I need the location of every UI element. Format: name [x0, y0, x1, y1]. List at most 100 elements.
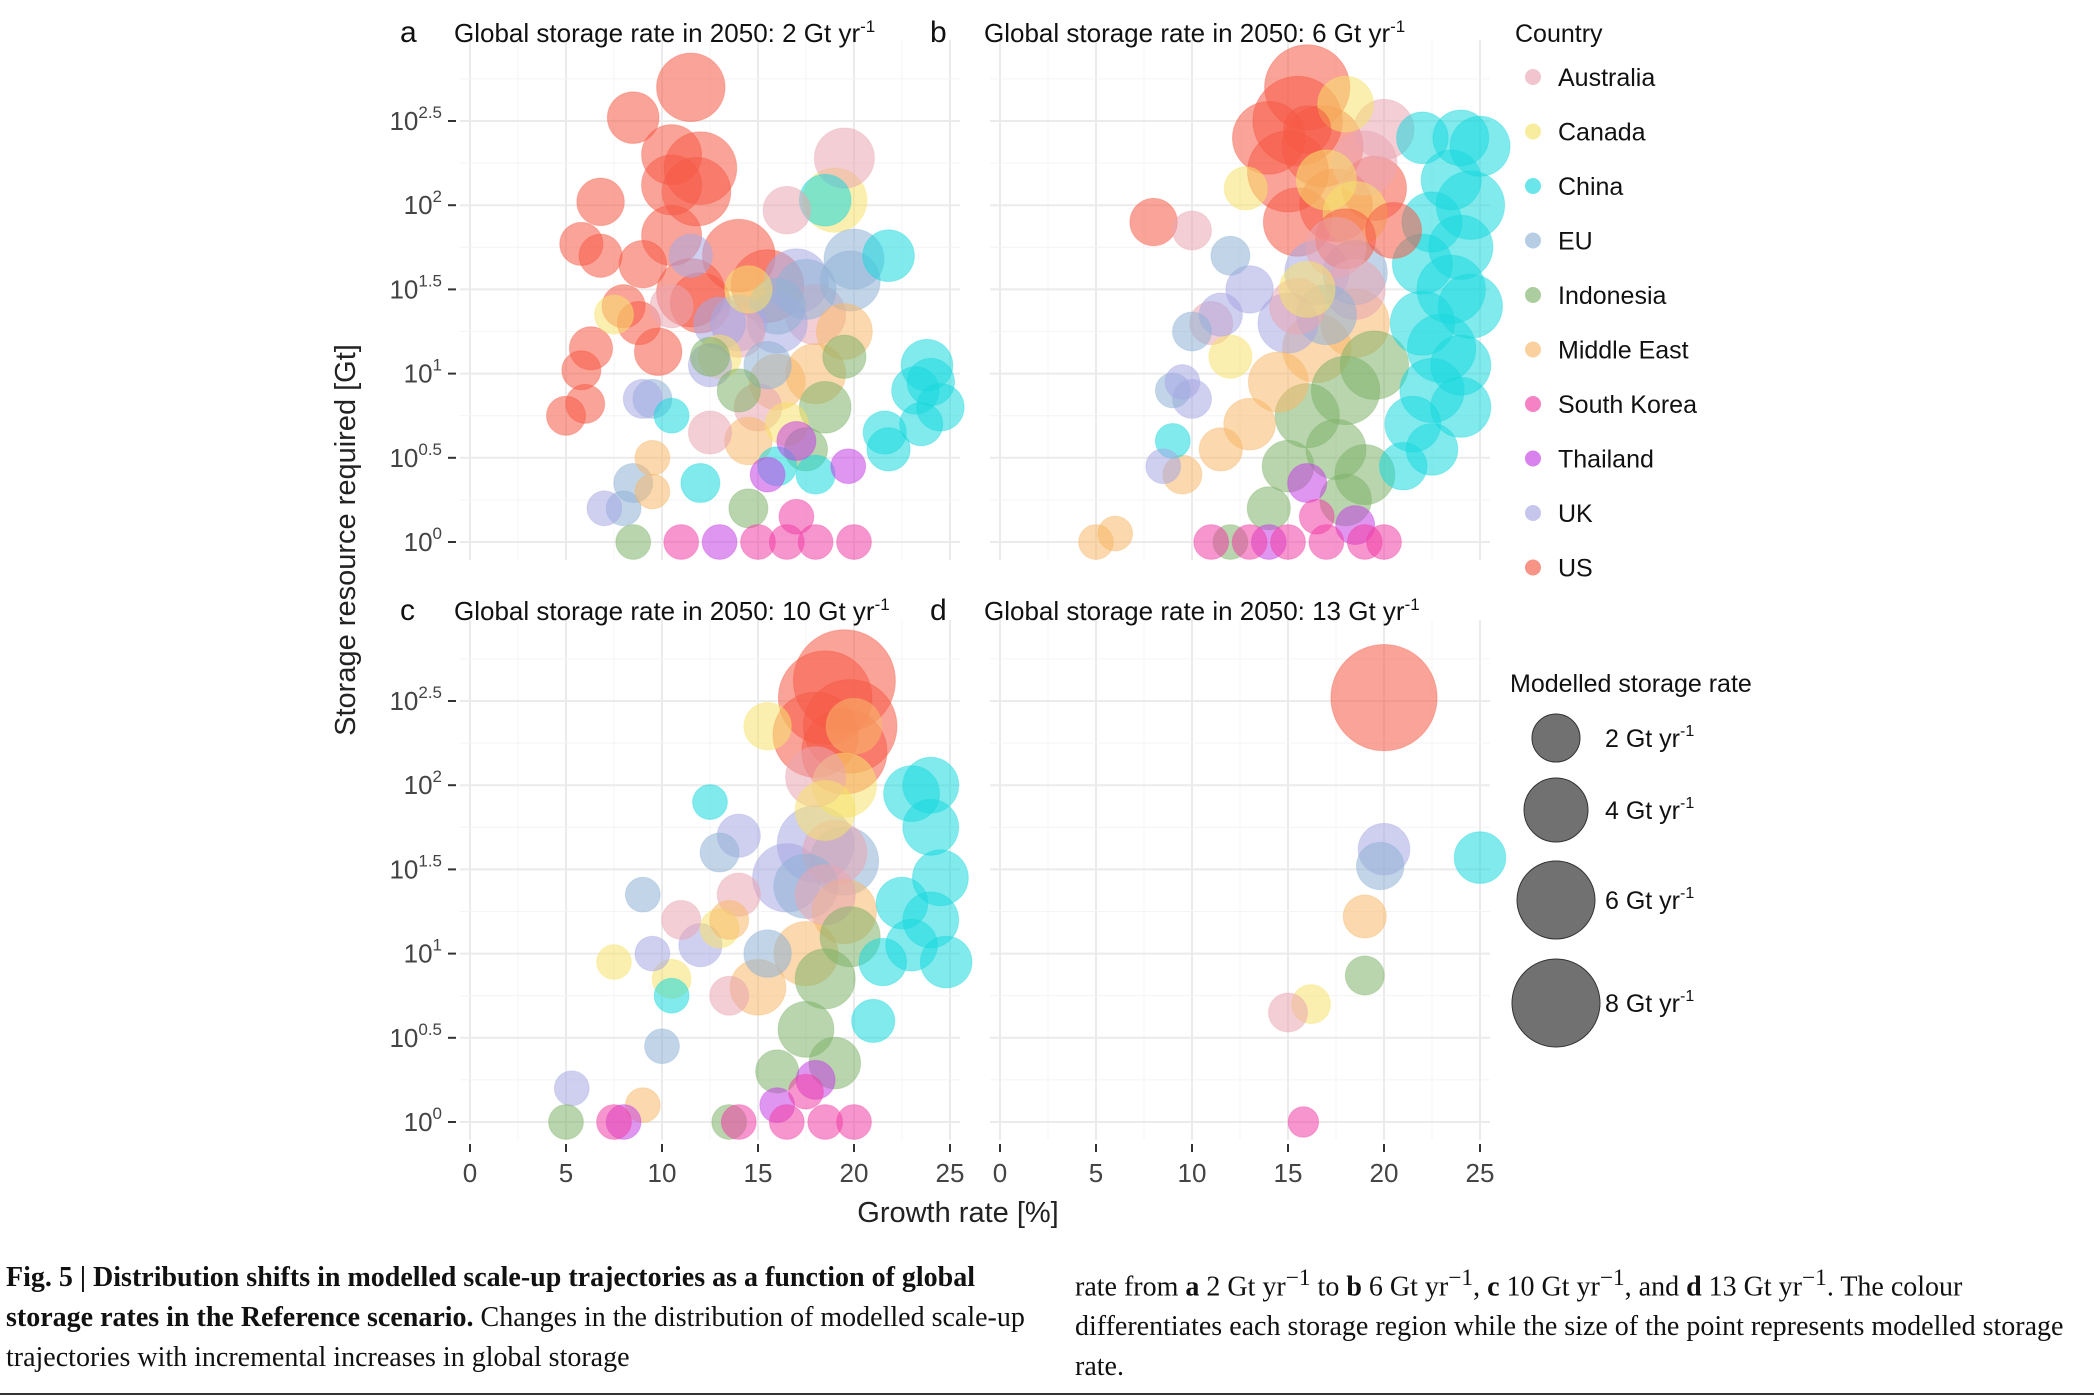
data-point-us: [546, 395, 586, 436]
data-point-middle-east: [709, 899, 750, 940]
data-point-us: [578, 233, 623, 278]
caption-text: rate from: [1075, 1271, 1186, 1303]
y-tick-base: 10: [389, 1023, 418, 1053]
legend-swatch-canada: [1525, 123, 1541, 140]
legend-swatch-thailand: [1525, 450, 1541, 467]
data-point-china: [795, 454, 836, 495]
caption-text: Changes in the distribution of modelled …: [6, 1302, 1025, 1373]
x-axis-title: Growth rate [%]: [857, 1197, 1058, 1229]
legend-size-exponent: -1: [1680, 723, 1694, 740]
legend-size-circle: [1516, 860, 1596, 940]
legend-size-circle: [1531, 713, 1581, 763]
data-point-australia: [1268, 992, 1308, 1033]
caption-superscript: −1: [1802, 1265, 1827, 1291]
y-tick-label: 101: [404, 356, 442, 389]
caption-text: 2 Gt yr: [1199, 1271, 1286, 1303]
data-point-eu: [644, 1028, 680, 1065]
caption-text: to: [1310, 1271, 1347, 1303]
legend-label: US: [1558, 555, 1593, 583]
data-point-canada: [1317, 75, 1374, 133]
legend-label: China: [1558, 173, 1623, 201]
y-tick-label: 100.5: [389, 440, 442, 473]
data-point-uk: [634, 935, 671, 972]
y-tick-exponent: 0: [433, 524, 442, 543]
data-point-australia: [649, 284, 694, 329]
data-point-indonesia: [548, 1104, 584, 1140]
data-point-eu: [743, 340, 792, 390]
data-point-china: [862, 229, 915, 283]
legend-size-label: 6 Gt yr-1: [1605, 885, 1694, 915]
data-point-south-korea: [768, 1104, 805, 1140]
x-tick-label: 5: [1089, 1158, 1103, 1188]
y-tick-base: 10: [404, 359, 433, 389]
data-point-south-korea: [836, 524, 872, 560]
legend-size-circle: [1511, 958, 1601, 1048]
data-point-canada: [1208, 334, 1253, 379]
data-point-eu: [743, 929, 792, 978]
data-point-middle-east: [1342, 894, 1387, 939]
data-point-australia: [762, 186, 811, 235]
y-tick-exponent: 2: [433, 767, 442, 786]
legend-swatch-indonesia: [1525, 287, 1541, 303]
y-tick-label: 100.5: [389, 1020, 442, 1053]
y-tick-base: 10: [389, 106, 418, 136]
data-point-indonesia: [794, 948, 856, 1010]
data-point-thailand: [749, 456, 786, 493]
panel-letter: a: [400, 16, 417, 49]
panel-letter: d: [930, 594, 947, 627]
x-tick-label: 15: [744, 1158, 773, 1188]
data-point-australia: [661, 899, 702, 940]
legend-swatch-south-korea: [1525, 396, 1541, 412]
x-tick-label: 20: [1370, 1158, 1399, 1188]
x-tick-label: 5: [559, 1158, 573, 1188]
legend-swatch-uk: [1525, 505, 1541, 521]
data-point-uk: [1225, 265, 1274, 314]
y-tick-label: 101.5: [389, 271, 442, 304]
legend-size-exponent: -1: [1680, 988, 1694, 1005]
y-tick-label: 100: [404, 524, 442, 557]
data-point-china: [866, 427, 911, 472]
data-point-indonesia: [690, 336, 730, 377]
caption-bold-title: Fig. 5 | Distribution shifts in modelled…: [6, 1262, 976, 1333]
figure-caption-left: Fig. 5 | Distribution shifts in modelled…: [6, 1258, 1036, 1378]
legend: Country Australia Canada China EU Indonesia Mi…: [1510, 20, 1752, 1048]
caption-panel-letter: b: [1346, 1271, 1362, 1303]
data-point-middle-east: [634, 473, 671, 510]
data-point-canada: [1278, 261, 1336, 318]
caption-text: 6 Gt yr: [1361, 1271, 1449, 1303]
x-tick-label: 20: [840, 1158, 869, 1188]
legend-swatch-australia: [1525, 69, 1541, 85]
data-point-china: [851, 998, 896, 1044]
data-point-middle-east: [634, 439, 671, 476]
data-point-south-korea: [788, 1073, 824, 1110]
caption-text: . The colour differentiates each storage…: [1075, 1271, 2064, 1383]
data-point-china: [692, 784, 728, 820]
panel-title: Global storage rate in 2050: 6 Gt yr-1: [984, 17, 1405, 48]
data-point-thailand: [776, 420, 817, 461]
data-point-south-korea: [797, 524, 834, 560]
data-point-middle-east: [1097, 515, 1134, 552]
legend-label: Indonesia: [1558, 282, 1667, 310]
data-point-thailand: [1287, 463, 1328, 504]
y-tick-label: 101.5: [389, 851, 442, 884]
legend-size-value: 4 Gt yr: [1605, 797, 1680, 825]
legend-title-country: Country: [1515, 20, 1603, 48]
data-point-uk: [553, 1070, 590, 1107]
panel-d: d Global storage rate in 2050: 13 Gt yr-1…: [930, 594, 1507, 1188]
data-point-china: [653, 397, 690, 434]
legend-label: Middle East: [1558, 337, 1689, 365]
legend-swatch-us: [1525, 559, 1541, 576]
panel-b: b Global storage rate in 2050: 6 Gt yr-1: [930, 16, 1511, 560]
legend-size-value: 2 Gt yr: [1605, 725, 1680, 753]
data-point-australia: [687, 410, 733, 455]
data-point-australia: [709, 975, 750, 1016]
y-tick-base: 10: [404, 1107, 433, 1137]
data-point-thailand: [701, 524, 738, 560]
legend-size-label: 8 Gt yr-1: [1605, 988, 1694, 1018]
data-point-south-korea: [778, 498, 815, 535]
data-point-eu: [1172, 311, 1212, 352]
data-point-eu: [624, 876, 661, 913]
caption-panel-letter: d: [1686, 1271, 1702, 1303]
data-point-south-korea: [596, 1104, 632, 1140]
data-point-us: [1283, 105, 1332, 154]
